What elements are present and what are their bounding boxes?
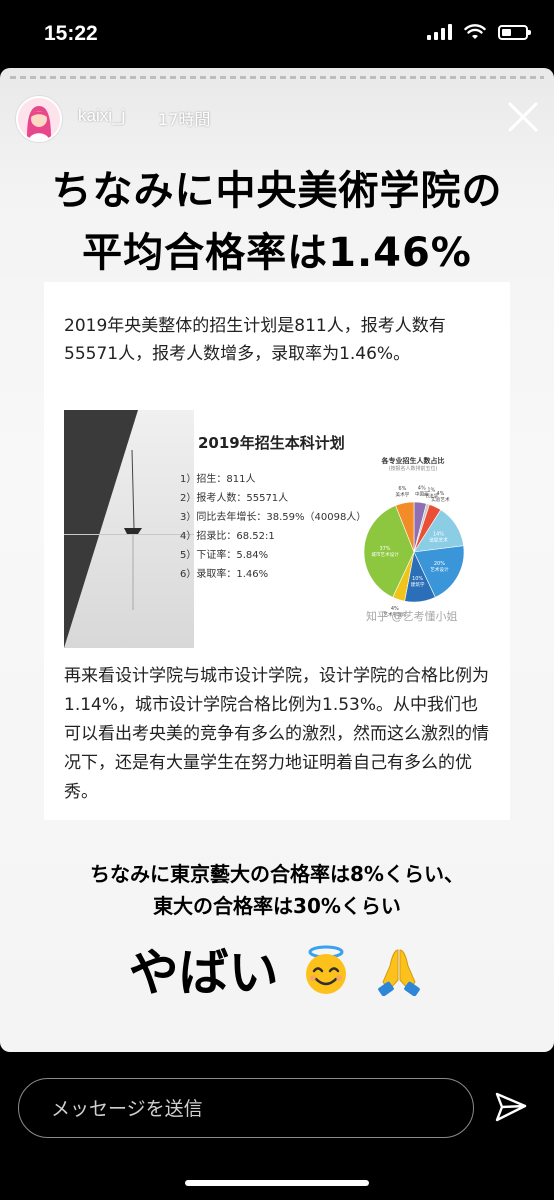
pie-label-name-7: 城市艺术设计 (371, 551, 399, 558)
figure-stat-item: 6）录取率：1.46% (180, 569, 269, 580)
pie-label-value-2: 4% (436, 491, 444, 497)
wifi-icon (464, 24, 486, 39)
pie-label-value-5: 10% (412, 576, 423, 582)
pie-slice-4 (413, 545, 465, 598)
pie-label-name-8: 美术学 (395, 491, 409, 498)
figure-stat-item: 1）招生：811人 (180, 474, 256, 485)
pie-chart-container: 各专业招生人数占比 (按报名人数排前五位) 4% 中国画 1% 书法学 4% 实验艺术 14… (348, 456, 494, 622)
signal-icon (427, 24, 452, 40)
headline-line-2: 平均合格率は1.46% (82, 230, 472, 276)
figure-stat-item: 4）招录比：68.52:1 (180, 531, 275, 542)
battery-icon (498, 24, 531, 40)
pie-label-name-5: 建筑学 (411, 581, 425, 588)
story-time-ago: 17時間 (158, 110, 211, 129)
story-view[interactable]: kaixi_j 17時間 ちなみに中央美術学院の 平均合格率は1.46% 201… (0, 68, 554, 1052)
pie-label-value-8: 6% (398, 486, 406, 492)
pie-label-name-3: 造型艺术 (429, 536, 448, 543)
pie-chart-title: 各专业招生人数占比 (381, 457, 445, 465)
home-indicator (185, 1180, 369, 1186)
pie-slice-7 (363, 505, 415, 598)
sailboat-image-icon (64, 410, 194, 648)
figure-stats-list: 1）招生：811人 2）报考人数：55571人 3）同比去年增长：38.59%（… (180, 470, 366, 584)
big-caption: やばい (0, 938, 554, 1008)
figure-stat-item: 3）同比去年增长：38.59%（40098人） (180, 512, 367, 523)
pie-label-value-1: 1% (427, 487, 435, 493)
pie-chart: 4%中国画1%书法学4%实验艺术14%造型艺术20%艺术设计10%建筑学4%艺术… (363, 485, 465, 618)
smiling-face-with-halo-icon (306, 945, 346, 994)
pie-label-value-7: 37% (379, 546, 390, 552)
article-figure: 2019年招生本科计划 1）招生：811人 2）报考人数：55571人 3）同比… (64, 394, 494, 648)
figure-watermark: 知乎 @艺考懂小姐 (366, 610, 458, 623)
figure-stat-item: 2）报考人数：55571人 (180, 493, 289, 504)
story-progress-bar (10, 76, 544, 79)
pie-label-name-6: 艺术学理论 (383, 611, 406, 618)
caption-line-2: 東大の合格率は30%くらい (153, 894, 401, 918)
figure-stat-item: 5）下证率：5.84% (180, 550, 269, 561)
message-input[interactable] (49, 1093, 453, 1125)
folded-hands-icon (378, 949, 421, 996)
send-icon[interactable] (494, 1090, 528, 1124)
pie-label-name-2: 实验艺术 (431, 496, 450, 503)
article-paragraph-1: 2019年央美整体的招生计划是811人，报考人数有55571人，报考人数增多，录… (64, 316, 446, 364)
pie-slice-8 (395, 501, 415, 553)
caption-line-1: ちなみに東京藝大の合格率は8%くらい、 (90, 862, 464, 886)
message-bar (18, 1078, 474, 1138)
story-username[interactable]: kaixi_j (78, 106, 126, 125)
pie-label-value-6: 4% (391, 606, 399, 612)
pie-label-value-0: 4% (418, 485, 426, 491)
article-card: 2019年央美整体的招生计划是811人，报考人数有55571人，报考人数增多，录… (44, 282, 510, 820)
pie-label-name-0: 中国画 (415, 490, 429, 497)
close-icon[interactable] (506, 100, 540, 134)
status-time: 15:22 (44, 22, 98, 45)
sailboat-photo (64, 410, 194, 648)
article-paragraph-2: 再来看设计学院与城市设计学院，设计学院的合格比例为1.14%，城市设计学院合格比… (64, 666, 489, 802)
pie-label-name-1: 书法学 (424, 492, 438, 499)
pie-label-name-4: 艺术设计 (430, 566, 449, 573)
status-icons (427, 24, 531, 40)
avatar[interactable] (16, 96, 62, 142)
avatar-illustration-icon (18, 98, 60, 140)
big-caption-text: やばい (128, 944, 279, 1002)
figure-title: 2019年招生本科计划 (198, 434, 345, 452)
pie-label-value-4: 20% (434, 561, 445, 567)
headline-line-1: ちなみに中央美術学院の (51, 168, 503, 214)
pie-chart-subtitle: (按报名人数排前五位) (388, 466, 438, 472)
pie-label-value-3: 14% (433, 531, 444, 537)
status-bar: 15:22 (0, 0, 554, 68)
